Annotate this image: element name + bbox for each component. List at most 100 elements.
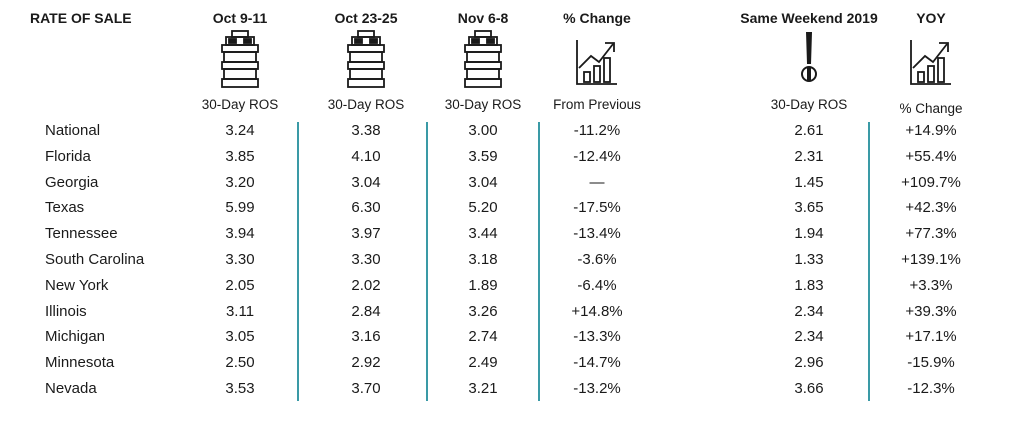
table-cell: 3.44 <box>468 225 498 243</box>
keg-icon <box>345 29 387 96</box>
column-subheader: 30-Day ROS <box>770 97 848 112</box>
table-cell: 2.50 <box>225 354 255 372</box>
row-state-label: South Carolina <box>45 251 145 268</box>
table-cell: 3.38 <box>351 122 381 139</box>
row-state-label: Nevada <box>45 380 97 397</box>
column-header: Oct 23-25 <box>334 10 398 26</box>
row-state-label: Illinois <box>45 302 87 320</box>
table-cell: 3.04 <box>468 173 498 191</box>
table-cell: +17.1% <box>905 328 957 346</box>
table-cell: 3.97 <box>351 225 381 243</box>
column-header: Same Weekend 2019 <box>740 10 878 26</box>
row-state-label: National <box>45 122 101 139</box>
table-cell: -11.2% <box>573 122 621 139</box>
table-cell: +42.3% <box>905 199 957 217</box>
table-cell: 3.85 <box>225 147 255 165</box>
table-cell: 3.16 <box>351 328 381 346</box>
column-divider <box>868 122 870 401</box>
table-cell: 3.21 <box>468 380 498 397</box>
table-cell: 1.94 <box>794 225 824 243</box>
table-cell: +77.3% <box>905 225 957 243</box>
table-cell: -13.3% <box>573 328 621 346</box>
table-cell: -13.2% <box>573 380 621 397</box>
column-header: Oct 9-11 <box>212 10 268 26</box>
table-cell: 2.84 <box>351 302 381 320</box>
table-cell: 3.24 <box>225 122 255 139</box>
column-subheader: 30-Day ROS <box>201 97 279 112</box>
table-cell: +55.4% <box>905 147 957 165</box>
growth-chart-icon <box>909 38 953 91</box>
table-cell: 4.10 <box>351 147 381 165</box>
beer-tap-icon <box>799 30 819 95</box>
table-cell: -13.4% <box>573 225 621 243</box>
table-cell: +14.9% <box>905 122 957 139</box>
table-cell: 2.74 <box>468 328 498 346</box>
table-cell: +14.8% <box>571 302 623 320</box>
row-state-label: Michigan <box>45 328 106 346</box>
table-cell: 1.45 <box>794 173 824 191</box>
table-cell: +39.3% <box>905 302 957 320</box>
keg-icon <box>462 29 504 96</box>
column-header: YOY <box>916 10 946 26</box>
column-header: Nov 6-8 <box>457 10 509 26</box>
table-cell: 6.30 <box>351 199 381 217</box>
table-cell: 3.65 <box>794 199 824 217</box>
row-state-label: Florida <box>45 147 91 165</box>
table-cell: 2.96 <box>794 354 824 372</box>
table-cell: 3.26 <box>468 302 498 320</box>
row-state-label: New York <box>45 276 109 294</box>
table-cell: -15.9% <box>907 354 955 372</box>
table-cell: 3.20 <box>225 173 255 191</box>
column-header: % Change <box>563 10 631 26</box>
table-cell: 2.49 <box>468 354 498 372</box>
table-cell: -12.3% <box>907 380 955 397</box>
table-cell: 1.33 <box>794 251 824 268</box>
table-cell: 3.59 <box>468 147 498 165</box>
table-cell: 3.30 <box>225 251 255 268</box>
column-divider <box>538 122 540 401</box>
table-cell: — <box>589 173 605 191</box>
table-cell: 3.70 <box>351 380 381 397</box>
table-cell: 2.02 <box>351 276 381 294</box>
table-cell: 3.53 <box>225 380 255 397</box>
table-cell: 3.11 <box>225 302 255 320</box>
table-cell: 2.31 <box>794 147 824 165</box>
table-cell: 2.05 <box>225 276 255 294</box>
table-cell: +3.3% <box>909 276 953 294</box>
title: RATE OF SALE <box>30 10 132 26</box>
table-cell: 3.18 <box>468 251 498 268</box>
table-cell: 3.04 <box>351 173 381 191</box>
row-state-label: Tennessee <box>45 225 118 243</box>
column-divider <box>297 122 299 401</box>
table-cell: 3.94 <box>225 225 255 243</box>
column-subheader: 30-Day ROS <box>444 97 522 112</box>
table-cell: -6.4% <box>577 276 617 294</box>
row-state-label: Georgia <box>45 173 99 191</box>
column-divider <box>426 122 428 401</box>
table-cell: -14.7% <box>573 354 621 372</box>
table-cell: 5.20 <box>468 199 498 217</box>
growth-chart-icon <box>575 38 619 91</box>
row-state-label: Minnesota <box>45 354 115 372</box>
row-state-label: Texas <box>45 199 85 217</box>
table-cell: -12.4% <box>573 147 621 165</box>
table-cell: 2.92 <box>351 354 381 372</box>
table-cell: +139.1% <box>901 251 961 268</box>
column-subheader: % Change <box>899 101 963 116</box>
table-cell: 5.99 <box>225 199 255 217</box>
table-cell: 3.66 <box>794 380 824 397</box>
table-cell: 2.61 <box>794 122 824 139</box>
table-cell: 3.00 <box>468 122 498 139</box>
table-cell: 2.34 <box>794 328 824 346</box>
table-cell: 1.83 <box>794 276 824 294</box>
table-cell: 1.89 <box>468 276 498 294</box>
table-cell: 2.34 <box>794 302 824 320</box>
keg-icon <box>219 29 261 96</box>
column-subheader: 30-Day ROS <box>327 97 405 112</box>
table-cell: +109.7% <box>901 173 961 191</box>
table-cell: 3.30 <box>351 251 381 268</box>
table-cell: -3.6% <box>577 251 617 268</box>
table-cell: -17.5% <box>573 199 621 217</box>
column-subheader: From Previous <box>553 97 641 112</box>
table-cell: 3.05 <box>225 328 255 346</box>
